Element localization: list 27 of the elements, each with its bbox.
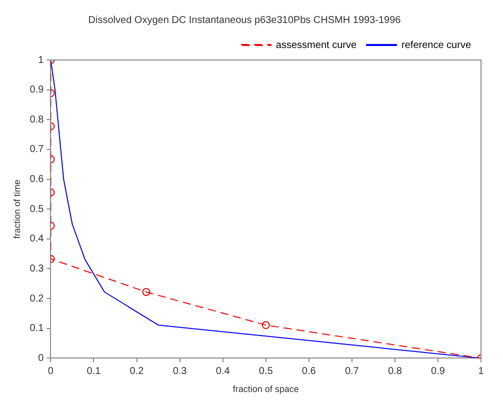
x-tick-label: 0.3 <box>172 366 188 377</box>
x-tick-label: 0.4 <box>216 366 230 377</box>
x-tick-label: 0.8 <box>388 366 402 377</box>
x-tick-label: 0.6 <box>302 366 316 377</box>
y-tick-label: 1 <box>38 54 44 66</box>
x-tick-label: 0.1 <box>86 366 102 377</box>
y-tick-label: 0.7 <box>30 144 44 156</box>
x-tick-label: 0.7 <box>344 366 360 377</box>
x-tick-label: 0.9 <box>431 366 446 377</box>
y-tick-label: 0.9 <box>30 84 44 96</box>
legend-label: assessment curve <box>276 40 357 51</box>
y-axis-title: fraction of time <box>12 180 22 239</box>
legend-label: reference curve <box>402 40 472 51</box>
y-tick-label: 0.4 <box>30 234 44 245</box>
x-tick-label: 0 <box>48 366 54 377</box>
y-tick-label: 0.8 <box>30 114 44 126</box>
chart-title: Dissolved Oxygen DC Instantaneous p63e310Pbs CHSMH 1993-1996 <box>88 14 402 26</box>
x-tick-label: 0.5 <box>258 366 274 377</box>
y-tick-label: 0.1 <box>30 323 44 334</box>
y-tick-label: 0.3 <box>30 263 44 274</box>
x-tick-label: 1 <box>478 366 484 377</box>
y-tick-label: 0.2 <box>30 293 44 304</box>
y-tick-label: 0 <box>38 352 44 364</box>
x-axis-title: fraction of space <box>232 384 299 394</box>
x-tick-label: 0.2 <box>130 366 144 377</box>
y-tick-label: 0.5 <box>30 204 44 215</box>
y-tick-label: 0.6 <box>30 174 44 186</box>
